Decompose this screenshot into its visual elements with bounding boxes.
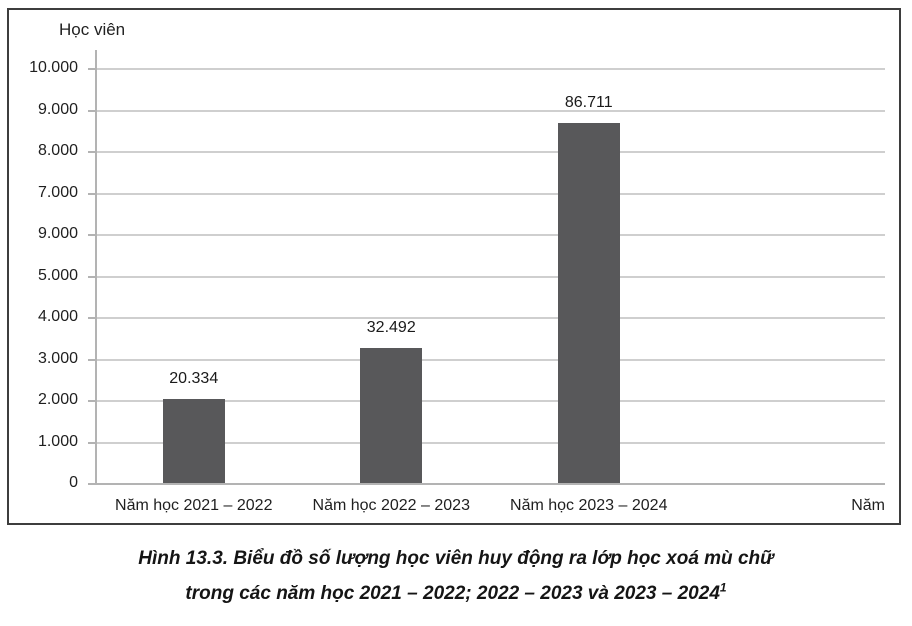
gridline bbox=[95, 358, 885, 361]
y-tick-label: 8.000 bbox=[37, 142, 78, 159]
x-category-label: Năm học 2022 – 2023 bbox=[312, 497, 470, 514]
figure-caption: Hình 13.3. Biểu đồ số lượng học viên huy… bbox=[0, 541, 912, 611]
y-tick-label: 2.000 bbox=[37, 391, 78, 408]
y-tick-label: 1.000 bbox=[37, 432, 78, 450]
y-tick-label: 5.000 bbox=[37, 266, 78, 284]
footnote-superscript: 1 bbox=[719, 580, 727, 595]
y-tick-label: 10.000 bbox=[29, 59, 78, 76]
y-tick-label: 7.000 bbox=[37, 183, 78, 201]
bar-value-label: 86.711 bbox=[564, 94, 613, 112]
x-axis-title: Năm bbox=[851, 497, 885, 514]
y-axis-tick bbox=[88, 275, 95, 278]
y-tick-label: 0 bbox=[69, 474, 78, 491]
y-axis-tick bbox=[88, 483, 95, 485]
caption-line-1: Hình 13.3. Biểu đồ số lượng học viên huy… bbox=[138, 548, 774, 569]
y-tick-label: 9.000 bbox=[37, 100, 78, 118]
y-axis-tick bbox=[88, 109, 95, 112]
x-category-label: Năm học 2021 – 2022 bbox=[115, 497, 273, 514]
caption-line-2: trong các năm học 2021 – 2022; 2022 – 20… bbox=[185, 583, 720, 604]
chart-border-box: Học viên Năm 10.000 9.000 8.000 7.000 9.000 5… bbox=[7, 8, 901, 525]
gridline bbox=[95, 483, 885, 485]
bar bbox=[360, 348, 423, 483]
y-axis-title: Học viên bbox=[59, 20, 126, 39]
gridline bbox=[95, 68, 885, 70]
gridline bbox=[95, 400, 885, 402]
y-axis-tick bbox=[88, 400, 95, 402]
gridline bbox=[95, 109, 885, 112]
gridline bbox=[95, 151, 885, 153]
y-axis-tick bbox=[88, 441, 95, 444]
bar bbox=[162, 398, 225, 483]
y-axis-line bbox=[95, 50, 97, 485]
gridline bbox=[95, 317, 885, 319]
y-axis-tick bbox=[88, 192, 95, 195]
gridline bbox=[95, 275, 885, 278]
y-tick-label: 3.000 bbox=[37, 349, 78, 367]
y-axis-tick bbox=[88, 234, 95, 236]
gridline bbox=[95, 234, 885, 236]
y-axis-tick bbox=[88, 151, 95, 153]
gridline bbox=[95, 441, 885, 444]
bar-value-label: 20.334 bbox=[169, 369, 219, 387]
y-tick-label: 9.000 bbox=[37, 225, 78, 242]
gridline bbox=[95, 192, 885, 195]
y-axis-tick bbox=[88, 317, 95, 319]
bar bbox=[557, 123, 620, 483]
y-axis-tick bbox=[88, 358, 95, 361]
y-axis-tick bbox=[88, 68, 95, 70]
bar-value-label: 32.492 bbox=[366, 319, 416, 337]
x-category-label: Năm học 2023 – 2024 bbox=[510, 497, 668, 514]
y-tick-label: 4.000 bbox=[37, 308, 78, 325]
